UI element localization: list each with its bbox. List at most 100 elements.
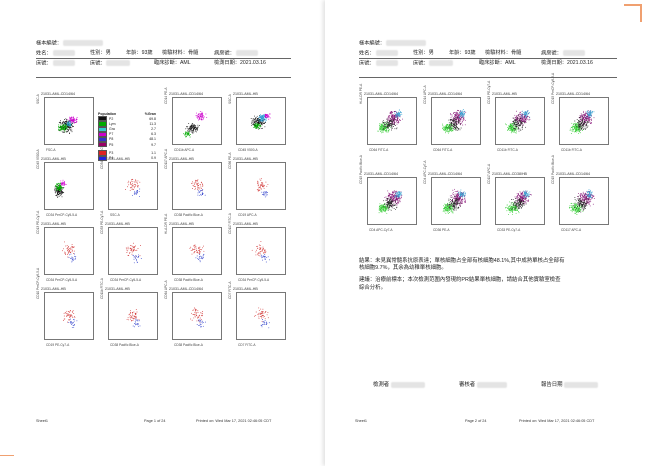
- plot-area: [44, 97, 94, 145]
- footer-page: Page 2 of 24: [465, 419, 487, 423]
- tester-sign: 檢測者: [373, 380, 425, 388]
- y-axis-label: SSC-A: [36, 94, 40, 104]
- legend-item: P5 9.7: [98, 142, 156, 148]
- plot-area: [172, 162, 222, 210]
- y-axis-label: CD33 PE-Cy7-A: [100, 210, 104, 234]
- plot-area: [236, 97, 286, 145]
- legend-item: Lym 11.3: [98, 121, 156, 127]
- panel-title: 21031-AML-HB: [41, 222, 66, 226]
- panel-title: 21031-AML-HB: [169, 157, 194, 161]
- legend-swatch: [98, 136, 107, 143]
- legend-items: P2 69.8 Lym 11.3 Gra 2.7 P7 6.3 P8 48.1 P5 9.7 P3 1.1…: [98, 116, 156, 161]
- plot-area: [367, 177, 417, 225]
- legend-value: 1.1: [151, 150, 156, 155]
- scatter-plot-panel: 21031-AML-HB CD10 PerCP-Cy5-5-A CD19 PE-Cy…: [36, 268, 96, 349]
- legend-item: P4 0.9: [98, 155, 156, 161]
- scatter-plot-panel: 21031-AML-CD14/64 CD14 PE-A CD11b APC-A: [164, 88, 224, 154]
- plot-area: [236, 227, 286, 275]
- y-axis-label: CD14 PE-A: [164, 87, 168, 104]
- test-date-label: 檢測日期：: [214, 60, 240, 66]
- dot-plot: [125, 242, 142, 264]
- redacted-field: [53, 60, 76, 66]
- x-axis-label: CD38 Pacific Blue-A: [174, 213, 203, 217]
- x-axis-label: CD38 Pacific Blue-A: [174, 278, 203, 282]
- age-label: 年齡：93歲: [449, 50, 476, 56]
- tester-label: 檢測者: [373, 382, 390, 388]
- legend-value: 48.1: [149, 137, 156, 142]
- legend-item: P8 48.1: [98, 136, 156, 143]
- recommendation-line-1: 建議：治療前標本；本次檢測范圍內發現約PR結果單核細胞，請結合其他實驗室檢查: [359, 277, 561, 284]
- clinic-label: 臨床診斷：AML: [154, 60, 191, 66]
- x-axis-label: CD38 Pacific Blue-A: [110, 343, 139, 347]
- legend-item: P2 69.8: [98, 116, 156, 122]
- header-rule: [36, 77, 291, 78]
- scatter-plot-panel: 21031-AML-CD14/64 CD15 PerCP-Cy5-5-A CD11b…: [551, 73, 611, 154]
- redacted-field: [390, 381, 425, 388]
- panel-title: 21031-AML-HB: [105, 157, 130, 161]
- test-date: 2021.03.16: [239, 60, 266, 66]
- plot-area: [495, 97, 545, 145]
- redacted-field: [563, 50, 586, 56]
- panel-title: 21031-AML-HB: [233, 92, 258, 96]
- scatter-plot-panel: 21031-AML-CD14/64 HLA-DR PE-A CD64 FITC-A: [359, 84, 419, 154]
- age-label: 年齡：93歲: [126, 50, 153, 56]
- y-axis-label: CD117 APC-A: [164, 148, 168, 169]
- y-axis-label: SSC-A: [228, 94, 232, 104]
- redacted-field: [105, 60, 130, 66]
- dot-plot: [254, 307, 270, 329]
- panel-title: 21031-AML-CD14/64: [556, 172, 590, 176]
- panel-title: 21031-AML-CD38/HB: [492, 172, 527, 176]
- x-axis-label: SSC-A: [110, 213, 120, 217]
- scatter-plot-panel: 21031-AML-HBCD34 PerCP-Cy5-5-ASSC-A: [100, 138, 160, 219]
- scatter-plot-panel: 21031-AML-HB CD117 APC-A CD38 Pacific Blue…: [164, 149, 224, 219]
- legend-swatch: [98, 126, 107, 132]
- name-label: 姓名：: [359, 50, 375, 57]
- legend-col-population: Population: [98, 112, 117, 116]
- legend-swatch: [98, 155, 107, 161]
- panel-title: 21031-AML-HB: [492, 92, 517, 96]
- bed-label: 床號：: [36, 60, 52, 67]
- x-axis-label: CD19 APC-A: [238, 213, 257, 217]
- scatter-plot-panel: 21031-AML-HB CD117 FITC-A CD34 PerCP-Cy5-5…: [228, 213, 288, 284]
- x-axis-label: CD64 FITC-A: [433, 148, 453, 152]
- plot-area: [44, 162, 94, 210]
- redacted-field: [564, 381, 599, 388]
- redacted-field: [386, 40, 427, 46]
- plot-area: [431, 97, 481, 145]
- x-axis-label: CD36 PE-A: [433, 228, 450, 232]
- redacted-field: [376, 60, 399, 66]
- dot-plot: [505, 190, 532, 215]
- legend-swatch: [98, 150, 107, 156]
- scatter-plot-panel: 21031-AML-CD14/64 SSC-A FSC-A: [36, 92, 96, 154]
- y-axis-label: CD15 PerCP-Cy5-5-A: [551, 72, 555, 104]
- panel-title: 21031-AML-HB: [41, 157, 66, 161]
- legend-value: 11.3: [149, 121, 156, 126]
- page-edge-mark: [0, 455, 14, 456]
- plot-area: [495, 177, 545, 225]
- specimen-label: 檢驗材料：骨髓: [162, 50, 199, 56]
- plot-area: [172, 97, 222, 145]
- x-axis-label: CD7 FITC-A: [238, 343, 256, 347]
- plot-area: [44, 292, 94, 340]
- dot-plot: [377, 109, 404, 134]
- scatter-plot-panel: 21031-AML-CD38/HB CD117 APC-A CD33 PE-Cy7-…: [487, 164, 547, 234]
- header-rule: [359, 58, 617, 59]
- legend-value: 69.8: [149, 116, 156, 121]
- legend-swatch: [98, 116, 107, 122]
- redacted-field: [53, 50, 76, 56]
- panel-title: 21031-AML-CD14/64: [428, 92, 462, 96]
- plot-area: [559, 97, 609, 145]
- panel-title: 21031-AML-CD14/64: [556, 92, 590, 96]
- dot-plot: [58, 116, 78, 134]
- report-page-1: 樣本編號： 姓名： 性別：男 年齡：93歲 檢驗材料：骨髓 病房號： 床號： 床…: [0, 40, 291, 456]
- scatter-plot-panel: 21031-AML-CD14/64 CD15 Pacific Blue-A CD4 …: [359, 155, 419, 234]
- dot-plot: [62, 310, 78, 328]
- y-axis-label: CD15 Pacific Blue-A: [359, 155, 363, 184]
- panel-title: 21031-AML-HB: [233, 157, 258, 161]
- reviewer-sign: 審核者: [459, 380, 507, 388]
- plot-area: [108, 292, 158, 340]
- redacted-field: [428, 60, 453, 66]
- plot-area: [108, 227, 158, 275]
- dot-plot: [126, 309, 141, 328]
- name-label: 姓名：: [36, 50, 52, 57]
